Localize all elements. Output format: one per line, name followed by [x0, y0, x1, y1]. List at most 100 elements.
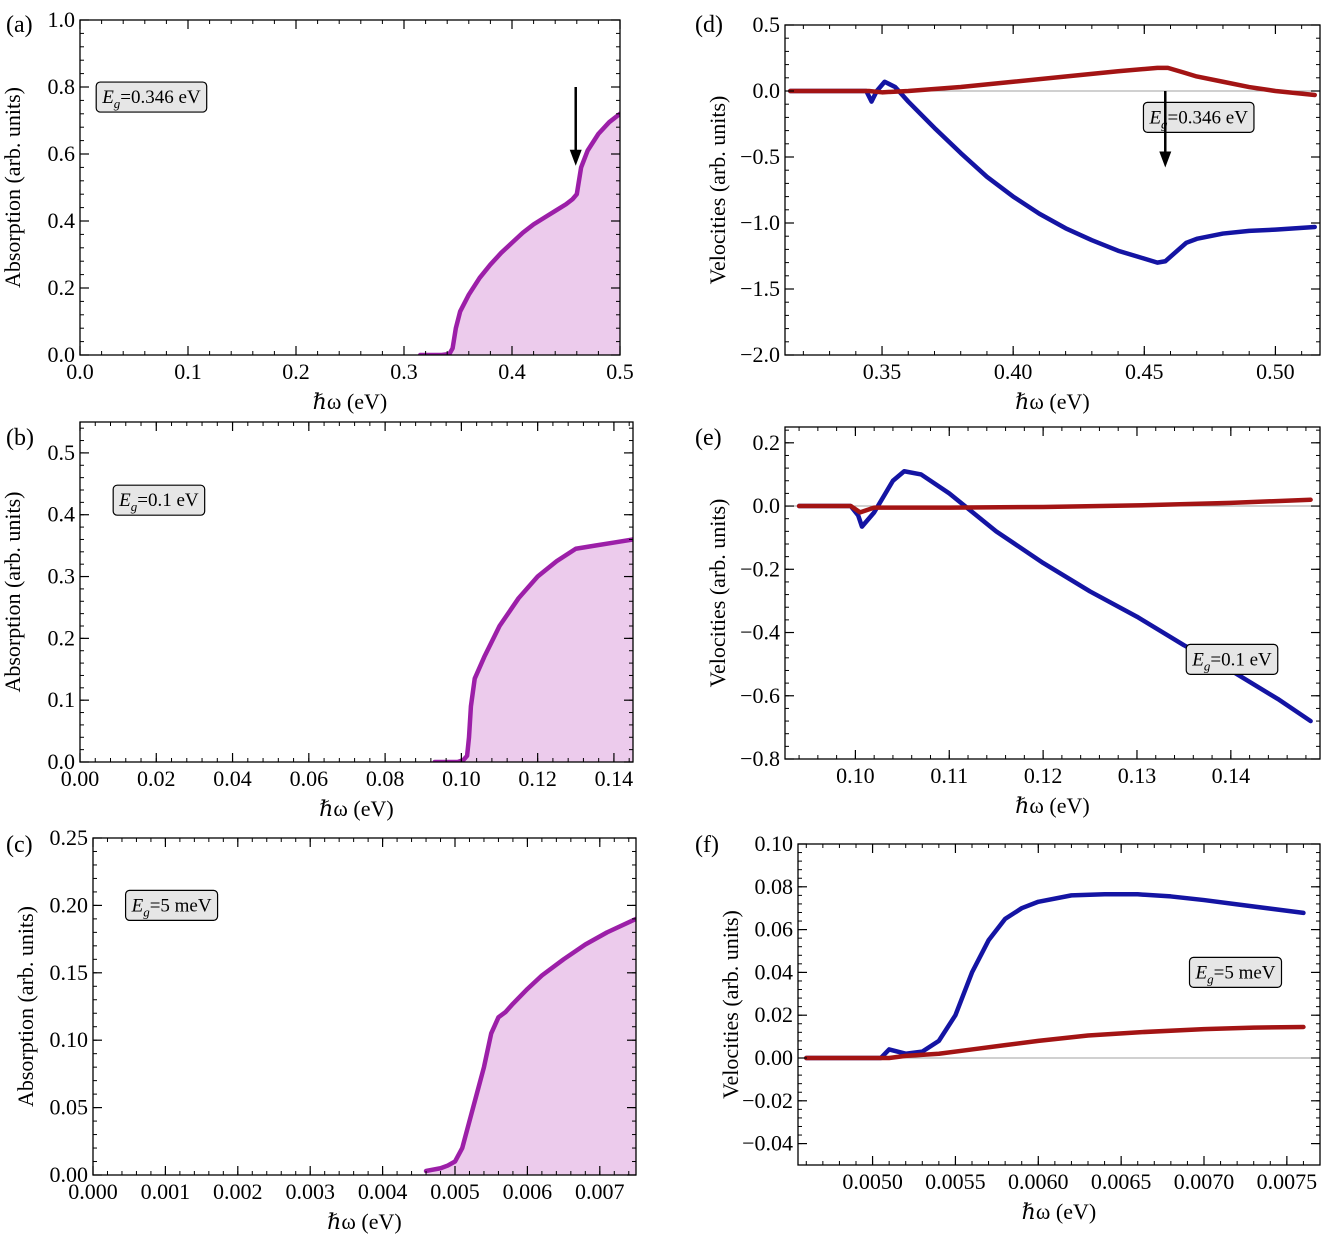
x-tick-label: 0.005 — [430, 1179, 480, 1204]
plot-frame — [797, 843, 1321, 1166]
x-tick-label: 0.007 — [575, 1179, 625, 1204]
series-fill-area — [434, 539, 633, 762]
x-tick-label: 0.00 — [61, 766, 100, 791]
x-tick-label: 0.003 — [285, 1179, 335, 1204]
y-tick-label: −0.02 — [742, 1088, 793, 1113]
x-tick-label: 0.40 — [994, 359, 1033, 384]
gap-energy-text: Eg=0.1 eV — [1191, 649, 1272, 673]
label-box — [1185, 643, 1279, 676]
label-box — [1188, 956, 1283, 989]
x-tick-label: 0.0065 — [1091, 1169, 1152, 1194]
x-tick-label: 0.006 — [503, 1179, 553, 1204]
gap-energy-label: Eg=5 meV — [1188, 956, 1283, 989]
y-tick-label: 0.15 — [50, 960, 89, 985]
y-tick-label: 0.5 — [48, 440, 76, 465]
plot-frame — [79, 421, 634, 763]
y-tick-label: −2.0 — [740, 342, 780, 367]
y-tick-label: 0.08 — [755, 874, 794, 899]
series-line-velocity_red — [788, 65, 1317, 98]
x-tick-label: 0.08 — [366, 766, 405, 791]
plot-frame — [92, 837, 637, 1176]
y-tick-label: 0.2 — [753, 430, 781, 455]
gap-energy-text: Eg=5 meV — [1195, 962, 1276, 986]
panel-label: (d) — [695, 12, 723, 38]
series-line-velocity_blue — [788, 79, 1317, 265]
y-tick-label: 0.1 — [48, 687, 76, 712]
series-fill-area — [426, 918, 636, 1175]
x-axis-title: ℏω (eV) — [327, 1209, 401, 1234]
y-tick-label: 0.2 — [48, 625, 76, 650]
x-tick-label: 0.3 — [390, 359, 418, 384]
panel-label: (f) — [695, 832, 719, 858]
y-tick-label: 0.5 — [753, 12, 781, 37]
arrow-head — [569, 149, 582, 166]
x-tick-label: 0.0 — [66, 359, 94, 384]
y-tick-label: −0.2 — [740, 556, 780, 581]
y-tick-label: −1.5 — [740, 276, 780, 301]
x-tick-label: 0.0060 — [1008, 1169, 1069, 1194]
x-axis-title: ℏω (eV) — [319, 796, 393, 821]
gap-energy-text: Eg=0.1 eV — [118, 490, 199, 514]
panel-e: 0.10 0.11 0.12 0.13 0.14 −0.8 −0.6 −0.4 −0.2 0.0 0… — [695, 425, 1321, 818]
series-line-absorption_line — [423, 916, 636, 1174]
x-tick-label: 0.4 — [498, 359, 526, 384]
y-tick-label: 0.04 — [755, 959, 794, 984]
x-tick-label: 0.001 — [141, 1179, 191, 1204]
x-tick-label: 0.14 — [1212, 763, 1251, 788]
series-line-absorption_line — [417, 111, 620, 355]
y-axis-title: Velocities (arb. units) — [705, 499, 730, 688]
y-tick-label: 0.4 — [48, 502, 76, 527]
y-axis-title: Velocities (arb. units) — [705, 96, 730, 285]
y-tick-label: 0.20 — [50, 892, 89, 917]
x-tick-label: 0.35 — [863, 359, 902, 384]
y-tick-label: −0.04 — [742, 1131, 793, 1156]
series-line-velocity_blue — [804, 892, 1306, 1061]
x-tick-label: 0.06 — [290, 766, 329, 791]
y-tick-label: −0.6 — [740, 683, 780, 708]
arrow-marker — [1159, 91, 1172, 168]
gap-energy-text: Eg=5 meV — [131, 895, 212, 919]
x-tick-label: 0.04 — [213, 766, 252, 791]
y-axis-title: Absorption (arb. units) — [13, 906, 38, 1107]
y-tick-label: 0.6 — [48, 141, 76, 166]
x-tick-label: 0.12 — [518, 766, 557, 791]
y-tick-label: 0.00 — [755, 1045, 794, 1070]
x-tick-label: 0.13 — [1118, 763, 1157, 788]
panel-label: (e) — [695, 425, 722, 451]
y-tick-label: −0.8 — [740, 746, 780, 771]
plot-frame — [79, 19, 621, 356]
series-line-velocity_red — [796, 497, 1313, 515]
y-tick-label: 0.0 — [48, 342, 76, 367]
y-tick-label: 0.00 — [50, 1162, 89, 1187]
y-tick-label: 0.02 — [755, 1002, 794, 1027]
x-tick-label: 0.10 — [442, 766, 481, 791]
y-axis-title: Velocities (arb. units) — [718, 910, 743, 1099]
y-tick-label: 0.10 — [50, 1027, 89, 1052]
label-box — [1142, 101, 1255, 134]
y-tick-label: 0.8 — [48, 74, 76, 99]
x-tick-label: 0.004 — [358, 1179, 408, 1204]
x-tick-label: 0.0050 — [842, 1169, 903, 1194]
panel-b: 0.00 0.02 0.04 0.06 0.08 0.10 0.12 0.14 0.0 0.1 0.… — [0, 421, 634, 821]
x-tick-label: 0.02 — [137, 766, 176, 791]
y-tick-label: 0.25 — [50, 825, 89, 850]
label-box — [124, 889, 219, 922]
y-tick-label: 1.0 — [48, 7, 76, 32]
y-tick-label: −1.0 — [740, 210, 780, 235]
x-tick-label: 0.0075 — [1257, 1169, 1318, 1194]
panel-label: (c) — [6, 832, 33, 858]
gap-energy-label: Eg=0.346 eV — [95, 81, 208, 113]
x-tick-label: 0.45 — [1125, 359, 1164, 384]
y-tick-label: 0.3 — [48, 564, 76, 589]
y-axis-title: Absorption (arb. units) — [0, 491, 25, 692]
x-axis-title: ℏω (eV) — [1015, 389, 1089, 414]
x-axis-title: ℏω (eV) — [1022, 1199, 1096, 1224]
x-tick-label: 0.0055 — [925, 1169, 986, 1194]
arrow-head — [1159, 151, 1172, 168]
panel-f: 0.0050 0.0055 0.0060 0.0065 0.0070 0.0075 −0.0… — [695, 831, 1321, 1224]
y-tick-label: 0.05 — [50, 1095, 89, 1120]
x-tick-label: 0.11 — [930, 763, 968, 788]
panel-c: 0.000 0.001 0.002 0.003 0.004 0.005 0.006 0.007… — [6, 825, 637, 1234]
label-box — [112, 484, 206, 516]
